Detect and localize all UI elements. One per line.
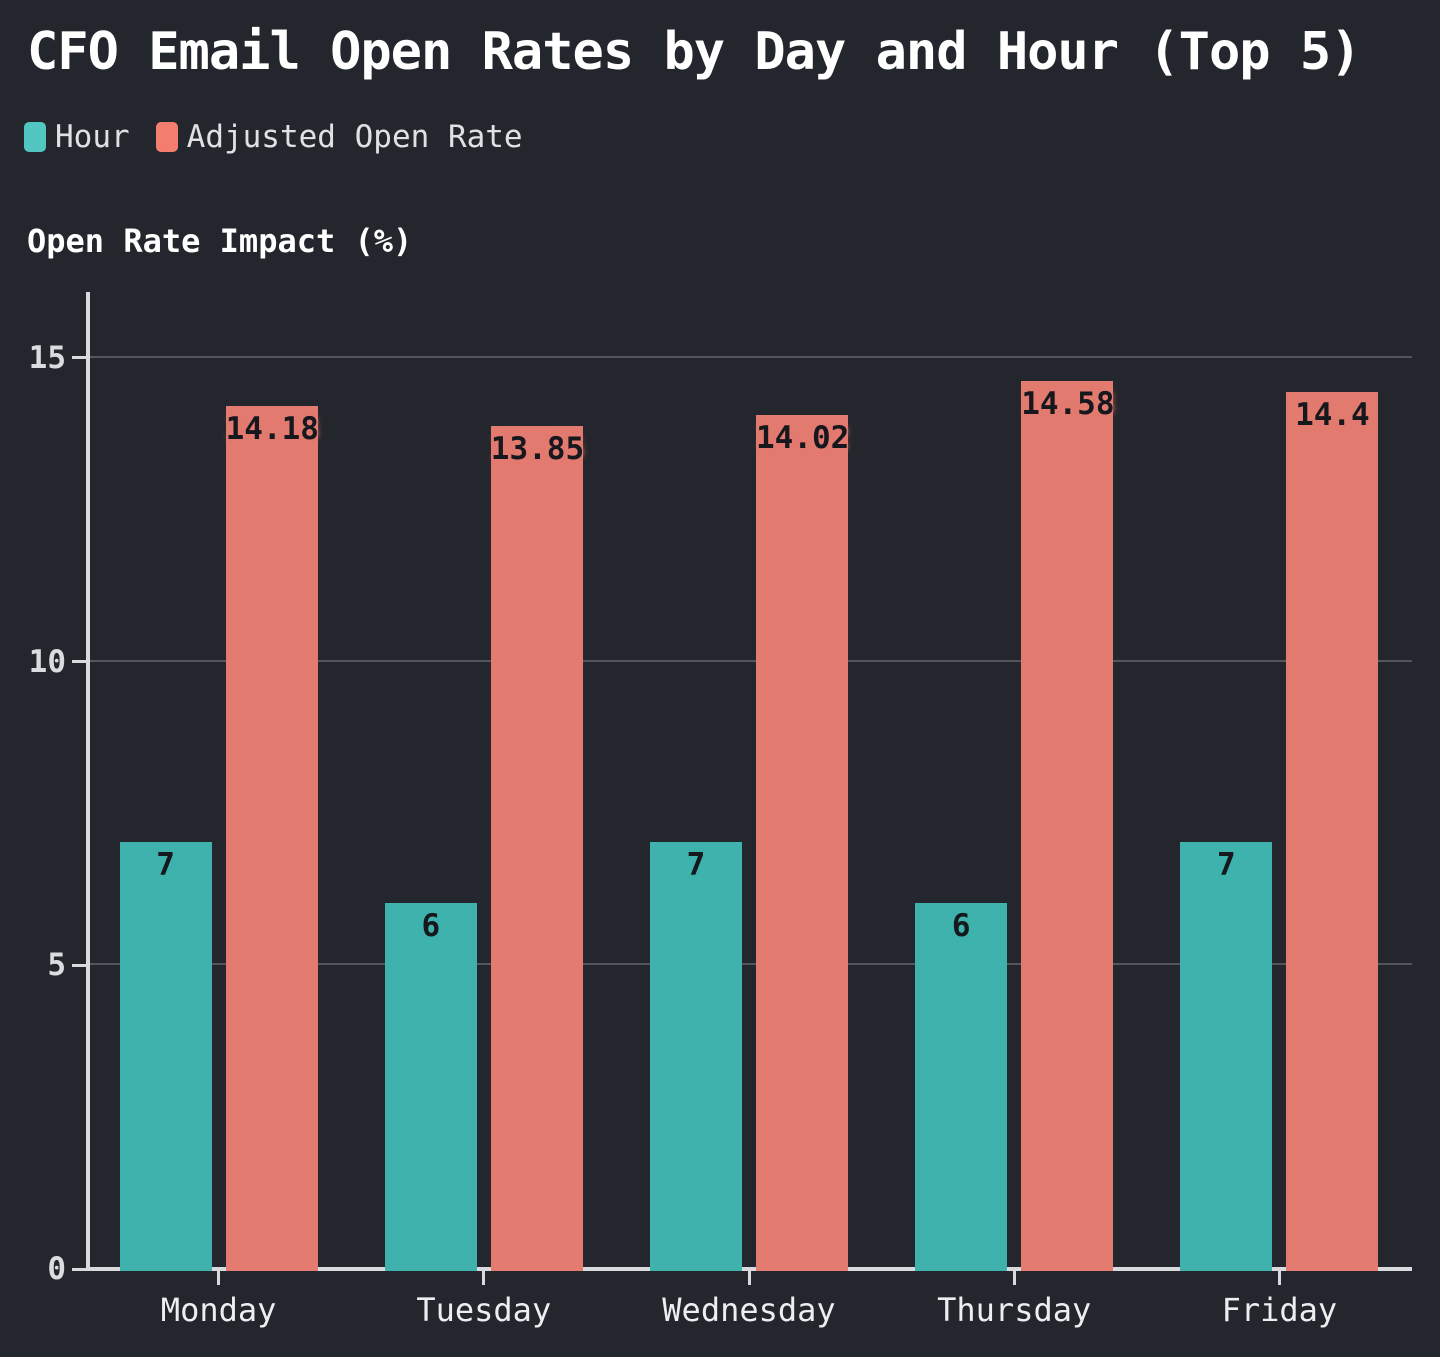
- legend: Hour Adjusted Open Rate: [24, 118, 523, 156]
- y-tick-label: 15: [28, 339, 66, 376]
- x-axis-label-friday: Friday: [1221, 1291, 1338, 1329]
- y-axis-tick: [72, 1267, 86, 1271]
- bar-hour-monday: 7: [119, 841, 212, 1271]
- y-tick-label: 0: [47, 1251, 66, 1287]
- legend-swatch-icon: [24, 122, 46, 152]
- y-axis-tick: [72, 356, 86, 360]
- y-tick-label: 5: [47, 947, 66, 984]
- bar-value-label: 13.85: [490, 430, 585, 467]
- bar-hour-thursday: 6: [915, 902, 1008, 1271]
- y-gridline: [90, 659, 1412, 662]
- x-axis-tick: [217, 1271, 221, 1285]
- bar-value-label: 6: [421, 907, 441, 944]
- bar-hour-friday: 7: [1180, 841, 1273, 1271]
- legend-label: Hour: [55, 119, 130, 155]
- y-axis-tick: [72, 660, 86, 664]
- legend-swatch-icon: [155, 122, 178, 152]
- bar-value-label: 7: [686, 846, 706, 883]
- bar-adjusted-open-rate-wednesday: 14.02: [756, 415, 850, 1271]
- x-axis-tick: [1012, 1271, 1016, 1285]
- y-tick-label: 10: [28, 643, 66, 680]
- bar-adjusted-open-rate-friday: 14.4: [1286, 392, 1379, 1271]
- bar-hour-tuesday: 6: [384, 902, 477, 1271]
- bar-adjusted-open-rate-tuesday: 13.85: [490, 425, 585, 1271]
- y-axis-tick: [72, 963, 86, 967]
- bar-hour-wednesday: 7: [650, 841, 742, 1271]
- bar-value-label: 14.02: [756, 420, 850, 457]
- legend-item-hour[interactable]: Hour: [24, 119, 130, 155]
- legend-item-adjusted-open-rate[interactable]: Adjusted Open Rate: [155, 119, 523, 155]
- x-axis-label-tuesday: Tuesday: [416, 1291, 552, 1329]
- x-axis-tick: [1277, 1271, 1281, 1285]
- legend-label: Adjusted Open Rate: [186, 119, 523, 155]
- bar-adjusted-open-rate-monday: 14.18: [225, 405, 319, 1271]
- x-axis-tick: [747, 1271, 751, 1285]
- x-axis-tick: [482, 1271, 486, 1285]
- bar-value-label: 14.4: [1295, 397, 1370, 434]
- bar-value-label: 6: [951, 907, 971, 944]
- y-axis-title: Open Rate Impact (%): [27, 222, 413, 260]
- bar-value-label: 7: [156, 846, 175, 883]
- bar-value-label: 14.58: [1021, 386, 1115, 423]
- bar-value-label: 14.18: [225, 410, 319, 447]
- x-axis-line: [86, 1267, 1412, 1271]
- bar-adjusted-open-rate-thursday: 14.58: [1021, 381, 1115, 1271]
- x-axis-label-wednesday: Wednesday: [662, 1291, 836, 1329]
- x-axis-label-thursday: Thursday: [937, 1291, 1092, 1329]
- y-axis-line: [86, 292, 90, 1271]
- chart-title: CFO Email Open Rates by Day and Hour (To…: [27, 22, 1361, 82]
- y-gridline: [90, 355, 1412, 358]
- bar-value-label: 7: [1217, 846, 1236, 883]
- x-axis-label-monday: Monday: [160, 1291, 277, 1329]
- y-gridline: [90, 963, 1412, 966]
